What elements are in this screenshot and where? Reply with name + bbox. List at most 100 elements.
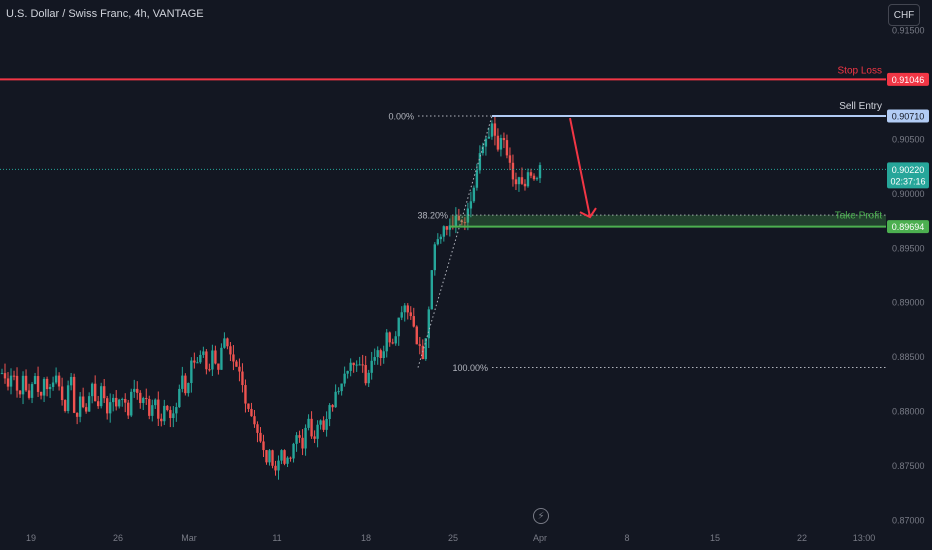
levels-layer: Take Profit Stop Loss Sell Entry (0, 65, 886, 228)
candle-body (102, 386, 106, 399)
candle-body (93, 383, 97, 402)
y-tick-label: 0.90000 (892, 189, 925, 199)
x-tick-label: 15 (710, 533, 720, 543)
stop-loss-tag (887, 72, 929, 86)
candle-body (220, 347, 223, 370)
candle-body (337, 391, 340, 393)
candle-body (331, 405, 334, 408)
candle-body (418, 344, 421, 346)
candle-body (382, 351, 385, 359)
candle-body (75, 412, 79, 417)
candle-body (39, 391, 43, 396)
candle-body (15, 375, 19, 391)
candle-body (202, 351, 205, 355)
candle-body (535, 178, 539, 180)
candle-body (307, 418, 310, 428)
x-tick-label: 18 (361, 533, 371, 543)
candle-body (30, 384, 34, 398)
candle-body (229, 346, 232, 355)
candle-body (484, 138, 488, 147)
candle-body (87, 396, 91, 412)
candle-body (304, 427, 307, 449)
x-tick-label: Mar (181, 533, 197, 543)
candle-body (96, 401, 100, 407)
y-tick-label: 0.87000 (892, 516, 925, 526)
candle-body (9, 375, 13, 387)
candle-body (163, 405, 166, 422)
y-tick-label: 0.88000 (892, 407, 925, 417)
candle-body (193, 360, 196, 363)
y-tick-label: 0.88500 (892, 352, 925, 362)
stop-loss-label: Stop Loss (838, 65, 882, 76)
candle-body (136, 388, 139, 393)
candle-body (289, 457, 292, 459)
candle-body (3, 373, 7, 379)
candle-body (457, 215, 461, 221)
candle-body (33, 376, 37, 385)
candle-body (295, 435, 298, 444)
candle-body (115, 397, 118, 407)
candle-body (21, 375, 25, 395)
candle-body (45, 378, 49, 390)
candle-body (250, 408, 253, 417)
candle-body (430, 270, 433, 310)
candle-body (241, 371, 244, 386)
candle-body (523, 183, 527, 187)
candle-body (99, 386, 103, 407)
candle-body (54, 375, 58, 383)
candle-body (127, 402, 130, 416)
candle-body (469, 201, 473, 209)
candle-body (325, 418, 328, 430)
candle-body (520, 177, 524, 184)
lightning-icon[interactable]: ⚡ (533, 508, 549, 524)
candle-body (253, 416, 256, 425)
candle-body (27, 390, 31, 398)
sell-entry-tag-label: 0.90710 (892, 112, 925, 122)
candle-body (436, 239, 440, 245)
candle-body (454, 215, 458, 227)
candle-body (532, 175, 536, 180)
candle-body (139, 392, 142, 404)
current-price-tag (887, 162, 929, 189)
take-profit-tag-label: 0.89694 (892, 222, 925, 232)
candle-body (352, 362, 355, 366)
candle-body (340, 383, 343, 392)
candle-body (78, 396, 82, 417)
candle-body (364, 365, 367, 384)
candle-body (42, 378, 46, 396)
candle-body (301, 437, 304, 449)
candle-body (51, 382, 55, 387)
candle-body (481, 146, 485, 154)
candle-body (529, 172, 533, 176)
candle-body (466, 208, 470, 223)
candle-body (178, 388, 181, 408)
candle-body (400, 312, 403, 318)
candle-body (208, 369, 211, 371)
candle-body (223, 338, 226, 348)
candle-body (63, 400, 67, 411)
candle-body (190, 360, 193, 384)
fib-level-label: 100.00% (452, 363, 488, 373)
x-tick-label: 11 (272, 533, 281, 543)
candle-body (421, 345, 424, 360)
candle-body (196, 362, 199, 364)
candle-body (385, 332, 388, 352)
candle-body (403, 305, 406, 313)
x-tick-label: 13:00 (853, 533, 876, 543)
candle-body (412, 316, 415, 327)
candle-body (247, 403, 250, 409)
candle-body (292, 443, 295, 459)
candle-body (358, 364, 361, 366)
x-tick-label: 26 (113, 533, 123, 543)
chart-title: U.S. Dollar / Swiss Franc, 4h, VANTAGE (6, 8, 204, 20)
currency-button[interactable]: CHF (888, 4, 920, 26)
candle-body (343, 373, 346, 384)
take-profit-zone (450, 215, 886, 227)
candle-body (90, 383, 94, 397)
candle-body (184, 375, 187, 394)
candle-body (199, 354, 202, 363)
candle-body (319, 420, 322, 425)
candle-body (121, 398, 124, 400)
y-tick-label: 0.89500 (892, 243, 925, 253)
